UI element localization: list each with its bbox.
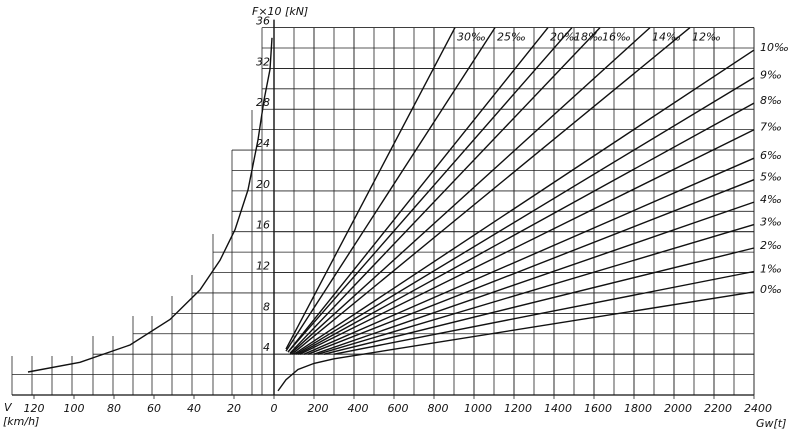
- series-line: [299, 129, 755, 355]
- series-line: [297, 102, 755, 355]
- x-tick-label: 800: [428, 402, 449, 415]
- series-label: 25‰: [497, 31, 526, 44]
- series-line: [287, 27, 573, 353]
- series-label: 8‰: [760, 94, 782, 107]
- x-tick-label: 1400: [544, 402, 572, 415]
- series-label: 30‰: [457, 31, 486, 44]
- series-line: [295, 77, 755, 355]
- series-line: [289, 27, 601, 354]
- series-line: [287, 27, 549, 353]
- series-label: 12‰: [692, 31, 721, 44]
- series-label: 0‰: [760, 283, 782, 296]
- x-tick-label: 600: [388, 402, 409, 415]
- x-tick-label: 80: [107, 402, 121, 415]
- series-label: 1‰: [760, 263, 782, 276]
- series-label: 4‰: [760, 193, 782, 206]
- series-label: 7‰: [760, 121, 782, 134]
- y-tick-label: 28: [256, 96, 270, 109]
- series-line: [333, 291, 755, 360]
- x-tick-label: 0: [271, 402, 278, 415]
- x-tick-label: 60: [147, 402, 161, 415]
- series-line: [317, 223, 755, 355]
- x-tick-label: 40: [187, 402, 201, 415]
- series-line: [313, 201, 755, 355]
- series-line: [293, 49, 755, 355]
- series-label: 10‰: [760, 41, 789, 54]
- x-tick-label: 100: [64, 402, 85, 415]
- x-axis-label-right: Gw[t]: [756, 417, 786, 430]
- series-line: [285, 27, 496, 352]
- x-tick-label: 200: [308, 402, 329, 415]
- series-line: [289, 27, 651, 355]
- series-line: [333, 270, 755, 355]
- x-tick-label: 2000: [664, 402, 692, 415]
- x-tick-label: 1600: [584, 402, 612, 415]
- series-label: 6‰: [760, 149, 782, 162]
- series-label: 2‰: [760, 239, 782, 252]
- series-line: [27, 37, 273, 373]
- y-tick-label: 24: [256, 137, 270, 150]
- x-axis-label-left-unit: [km/h]: [3, 415, 39, 428]
- series-label: 16‰: [602, 31, 631, 44]
- x-tick-label: 20: [227, 402, 241, 415]
- marks: [27, 27, 755, 392]
- series-label: 14‰: [652, 31, 681, 44]
- series-label: 18‰: [574, 31, 603, 44]
- series-label: 9‰: [760, 69, 782, 82]
- series-line: [323, 247, 755, 355]
- y-tick-label: 8: [263, 300, 270, 313]
- y-tick-label: 16: [256, 219, 270, 232]
- series-label: 3‰: [760, 216, 782, 229]
- y-tick-label: 12: [256, 260, 270, 273]
- series-line: [291, 27, 691, 355]
- y-tick-label: 32: [256, 55, 270, 68]
- series-line: [277, 358, 335, 392]
- y-tick-label: 36: [256, 15, 270, 28]
- x-axis-label-left: V: [4, 401, 13, 414]
- x-tick-label: 2200: [704, 402, 732, 415]
- y-tick-label: 20: [256, 178, 270, 191]
- x-tick-label: 1000: [464, 402, 492, 415]
- y-tick-label: 4: [263, 341, 270, 354]
- series-line: [303, 157, 755, 355]
- x-tick-label: 1200: [504, 402, 532, 415]
- series-line: [307, 179, 755, 355]
- x-tick-label: 1800: [624, 402, 652, 415]
- series-label: 20‰: [550, 31, 579, 44]
- y-axis-label: F×10 [kN]: [252, 5, 308, 18]
- series-line: [285, 27, 456, 350]
- x-tick-label: 400: [348, 402, 369, 415]
- series-label: 5‰: [760, 171, 782, 184]
- x-tick-label: 2400: [744, 402, 772, 415]
- x-tick-label: 120: [24, 402, 45, 415]
